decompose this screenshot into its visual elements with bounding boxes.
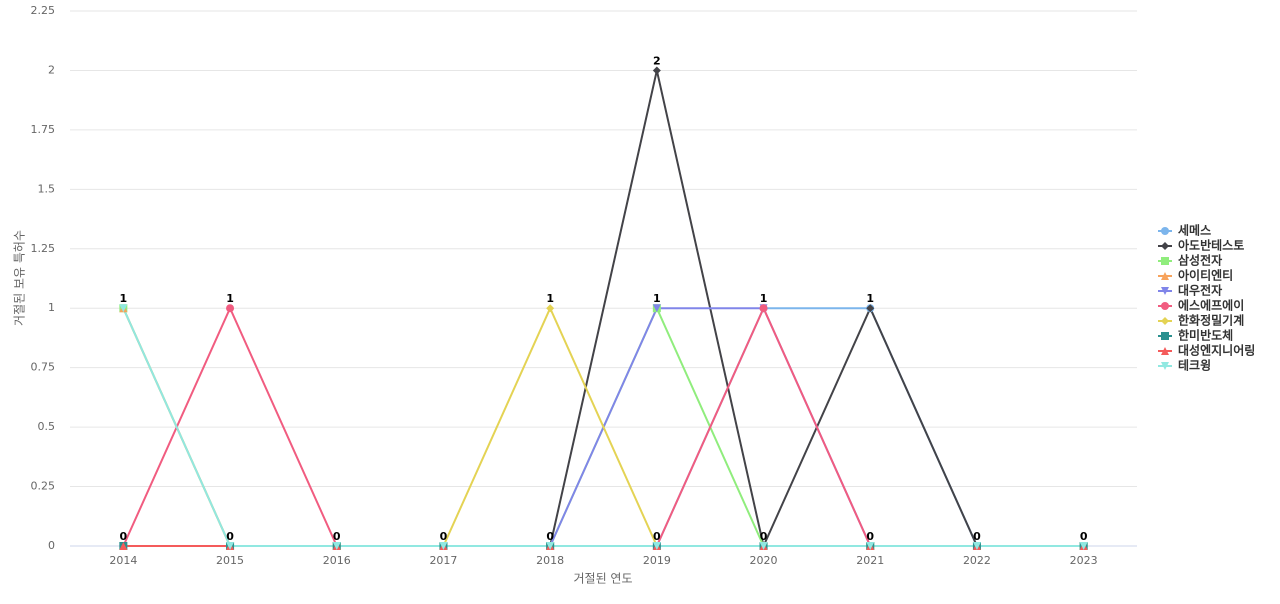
x-tick-label: 2021 — [856, 554, 884, 567]
marker — [1161, 227, 1169, 235]
y-tick-label: 1.25 — [31, 242, 56, 255]
marker — [866, 304, 875, 313]
data-label: 0 — [440, 530, 448, 543]
marker — [546, 304, 555, 313]
y-tick-label: 1.5 — [38, 182, 56, 195]
marker — [866, 542, 875, 550]
data-label: 1 — [866, 292, 874, 305]
legend-label[interactable]: 한화정밀기계 — [1178, 313, 1244, 328]
y-tick-label: 0.25 — [31, 480, 56, 493]
y-tick-label: 0.75 — [31, 361, 56, 374]
marker — [1161, 332, 1169, 340]
x-tick-label: 2023 — [1070, 554, 1098, 567]
marker — [1161, 317, 1169, 325]
y-tick-label: 1.75 — [31, 123, 56, 136]
x-tick-label: 2015 — [216, 554, 244, 567]
legend-label[interactable]: 아이티엔티 — [1178, 268, 1233, 283]
x-tick-label: 2020 — [750, 554, 778, 567]
marker — [759, 542, 768, 550]
data-label: 2 — [653, 54, 661, 67]
x-tick-label: 2014 — [109, 554, 137, 567]
y-tick-label: 0 — [48, 539, 55, 552]
marker — [546, 542, 555, 550]
marker — [119, 542, 128, 550]
marker — [1161, 272, 1169, 280]
y-tick-label: 2.25 — [31, 4, 56, 17]
x-tick-label: 2019 — [643, 554, 671, 567]
marker — [332, 542, 341, 550]
marker — [1161, 242, 1169, 250]
marker — [759, 304, 768, 313]
marker — [652, 66, 661, 75]
data-label: 0 — [1080, 530, 1088, 543]
data-label: 0 — [653, 530, 661, 543]
legend-label[interactable]: 한미반도체 — [1178, 328, 1233, 343]
y-tick-label: 0.5 — [38, 420, 56, 433]
x-tick-label: 2016 — [323, 554, 351, 567]
legend-label[interactable]: 대성엔지니어링 — [1178, 343, 1255, 358]
x-tick-label: 2022 — [963, 554, 991, 567]
marker — [1161, 347, 1169, 355]
marker — [1161, 362, 1169, 370]
x-tick-label: 2017 — [429, 554, 457, 567]
legend-label[interactable]: 테크윙 — [1178, 358, 1211, 373]
legend-label[interactable]: 대우전자 — [1178, 283, 1222, 298]
marker — [1079, 542, 1088, 550]
legend-label[interactable]: 삼성전자 — [1178, 253, 1222, 268]
data-label: 0 — [226, 530, 234, 543]
marker — [652, 304, 661, 313]
data-label: 1 — [760, 292, 768, 305]
data-label: 0 — [760, 530, 768, 543]
data-label: 0 — [973, 530, 981, 543]
y-axis-title: 거절된 보유 특허수 — [13, 230, 27, 326]
data-label: 0 — [866, 530, 874, 543]
y-tick-label: 1 — [48, 301, 55, 314]
data-label: 1 — [546, 292, 554, 305]
y-tick-label: 2 — [48, 63, 55, 76]
legend-label[interactable]: 아도반테스토 — [1178, 238, 1244, 253]
marker — [439, 542, 448, 550]
legend-label[interactable]: 에스에프에이 — [1178, 298, 1244, 313]
marker — [226, 542, 235, 550]
data-label: 1 — [653, 292, 661, 305]
series-line — [122, 307, 1084, 547]
marker — [972, 542, 981, 550]
data-label: 0 — [120, 530, 128, 543]
data-label: 1 — [226, 292, 234, 305]
legend-label[interactable]: 세메스 — [1178, 223, 1211, 238]
marker — [1161, 287, 1169, 295]
marker — [119, 304, 128, 313]
data-label: 1 — [120, 292, 128, 305]
marker — [226, 304, 235, 313]
data-label: 0 — [333, 530, 341, 543]
marker — [1161, 302, 1169, 310]
x-axis-title: 거절된 연도 — [573, 572, 632, 586]
data-label: 0 — [546, 530, 554, 543]
marker — [652, 542, 661, 550]
marker — [1161, 257, 1169, 265]
x-tick-label: 2018 — [536, 554, 564, 567]
